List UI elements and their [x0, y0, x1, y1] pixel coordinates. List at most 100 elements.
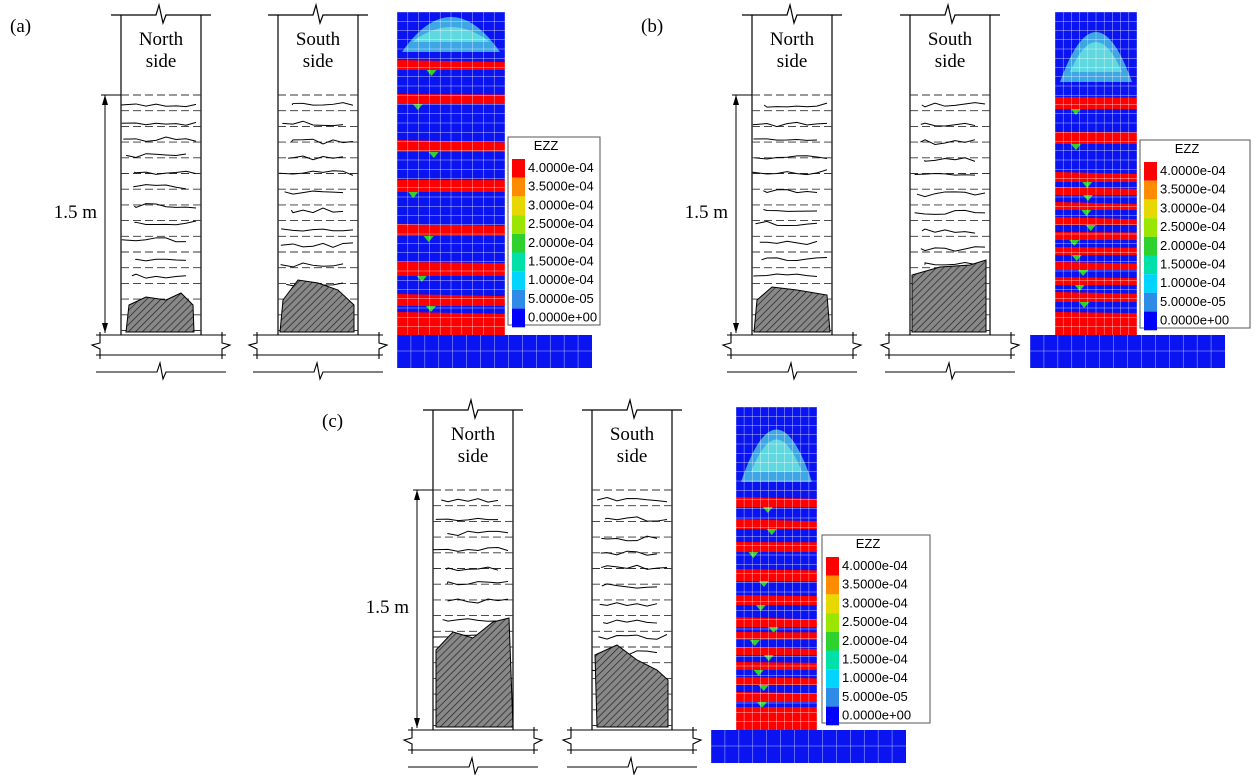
- legend-swatch: [826, 669, 839, 688]
- side-label: side: [303, 51, 334, 72]
- crack: [447, 530, 509, 537]
- crack: [446, 580, 509, 586]
- crack: [753, 138, 818, 141]
- crack: [133, 184, 187, 190]
- crack: [133, 170, 197, 175]
- crack: [924, 157, 976, 162]
- fem-band-edge: [1078, 270, 1089, 276]
- slab-break: [1010, 332, 1021, 359]
- crack: [921, 102, 986, 108]
- fem-band-edge: [423, 236, 434, 242]
- crack: [120, 103, 197, 108]
- side-label: side: [777, 51, 808, 72]
- crack: [759, 240, 818, 246]
- crack: [291, 138, 354, 145]
- panel-label: (b): [641, 16, 663, 37]
- slab-break: [533, 727, 544, 754]
- height-label: 1.5 m: [366, 597, 410, 618]
- legend-label: 3.0000e-04: [528, 197, 594, 212]
- ground-line: [408, 755, 538, 775]
- legend-label: 5.0000e-05: [528, 291, 594, 306]
- slab-break: [561, 727, 572, 754]
- legend-swatch: [1144, 199, 1157, 219]
- crack: [596, 497, 668, 503]
- crack: [290, 207, 344, 214]
- crack: [445, 566, 499, 572]
- break-symbol: [582, 397, 682, 421]
- damage-zone: [435, 617, 514, 728]
- legend-label: 3.0000e-04: [842, 595, 908, 610]
- panel-label: (c): [322, 411, 343, 432]
- fem-band-edge: [426, 70, 437, 76]
- legend-swatch: [826, 594, 839, 614]
- legend-swatch: [826, 706, 839, 726]
- crack: [603, 619, 658, 624]
- side-label: South: [610, 424, 655, 445]
- side-label: South: [296, 29, 341, 50]
- legend-swatch: [512, 233, 525, 253]
- crack: [599, 602, 658, 607]
- crack: [121, 237, 187, 243]
- slab-break: [247, 332, 258, 359]
- side-label: side: [617, 446, 648, 467]
- break-symbol: [423, 397, 523, 421]
- legend-swatch: [1144, 218, 1157, 237]
- crack: [601, 583, 658, 589]
- legend-swatch: [826, 557, 839, 576]
- crack: [433, 546, 509, 552]
- fem-band-edge: [1085, 225, 1096, 231]
- crack: [126, 153, 187, 159]
- side-label: South: [928, 29, 973, 50]
- legend-label: 3.5000e-04: [528, 179, 594, 194]
- crack: [133, 203, 197, 209]
- break-symbol: [268, 2, 368, 26]
- legend-label: 1.5000e-04: [528, 254, 594, 269]
- fem-band-edge: [755, 605, 766, 611]
- legend-swatch: [826, 575, 839, 595]
- legend-label: 1.5000e-04: [842, 652, 908, 667]
- side-label: North: [139, 29, 184, 50]
- legend-title: EZZ: [1175, 141, 1200, 156]
- legend-swatch: [1144, 236, 1157, 256]
- ground-line: [885, 360, 1015, 381]
- fem-band-edge: [412, 104, 423, 110]
- legend-label: 2.0000e-04: [1160, 238, 1226, 253]
- crack: [914, 209, 986, 215]
- crack: [131, 273, 187, 279]
- slab-break: [378, 332, 389, 359]
- crack: [751, 169, 828, 176]
- legend-box: [821, 534, 931, 724]
- side-label: side: [935, 51, 966, 72]
- legend-swatch: [512, 271, 525, 290]
- crack: [920, 246, 986, 252]
- legend-swatch: [826, 687, 839, 707]
- crack: [281, 228, 354, 232]
- slab-break: [221, 332, 232, 359]
- fem-band-edge: [1071, 255, 1082, 261]
- slab-break: [692, 727, 703, 754]
- crack: [916, 191, 986, 198]
- slab-break: [852, 332, 863, 359]
- side-label: North: [451, 424, 496, 445]
- slab-break: [879, 332, 890, 359]
- legend-swatch: [512, 289, 525, 309]
- legend-swatch: [826, 631, 839, 651]
- crack: [752, 121, 828, 128]
- fem-band-edge: [1070, 109, 1081, 115]
- legend-swatch: [1144, 292, 1157, 312]
- crack: [921, 228, 976, 234]
- legend-label: 4.0000e-04: [528, 160, 594, 175]
- legend-label: 2.5000e-04: [1160, 219, 1226, 234]
- legend-swatch: [512, 308, 525, 328]
- legend-label: 1.0000e-04: [842, 670, 908, 685]
- legend-label: 2.5000e-04: [528, 216, 594, 231]
- legend-swatch: [1144, 180, 1157, 200]
- height-label: 1.5 m: [54, 202, 98, 223]
- side-label: North: [770, 29, 815, 50]
- damage-zone: [279, 279, 355, 333]
- fem-band-edge: [428, 152, 439, 158]
- damage-zone: [125, 292, 195, 333]
- legend-label: 2.5000e-04: [842, 614, 908, 629]
